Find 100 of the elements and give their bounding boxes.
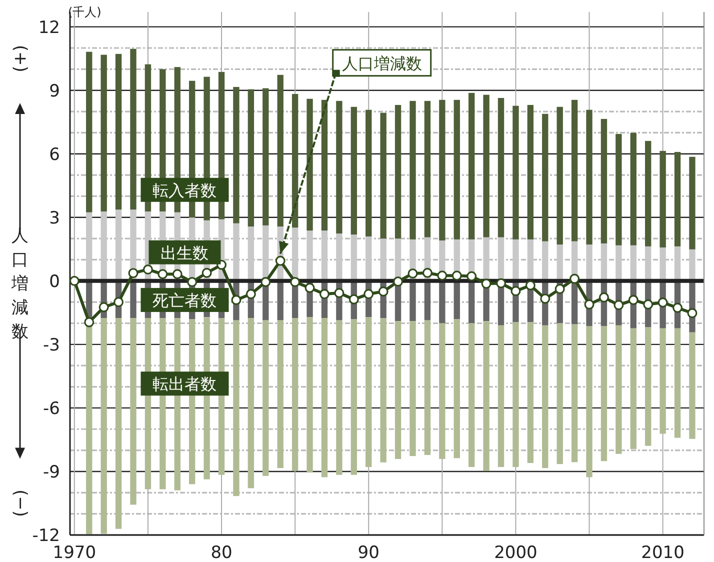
point [364, 289, 374, 300]
x-tick-label: 2000 [494, 543, 538, 562]
bar [571, 280, 578, 324]
point [158, 269, 168, 280]
bar [454, 100, 460, 240]
bar [512, 322, 519, 468]
point [481, 278, 492, 289]
point [114, 297, 124, 308]
bar [100, 54, 107, 212]
point [614, 300, 624, 310]
y-tick-label: 6 [49, 144, 60, 165]
bar [410, 100, 416, 240]
point [187, 276, 198, 287]
y-tick-label: -6 [43, 398, 60, 419]
bar [394, 104, 402, 239]
bar [100, 211, 107, 281]
point [687, 308, 698, 318]
bar [321, 318, 328, 478]
bar [115, 54, 122, 210]
bar [586, 110, 592, 244]
bar [262, 320, 269, 476]
point [510, 286, 521, 296]
bar [498, 325, 504, 468]
bar [616, 245, 622, 281]
legend-label: 人口増減数 [342, 54, 422, 73]
point [437, 270, 448, 281]
bar [380, 112, 386, 239]
series-label: 死亡者数 [140, 288, 229, 312]
bar [100, 318, 107, 534]
series-label: 転出者数 [152, 374, 217, 394]
bar [600, 118, 608, 244]
bar [660, 150, 666, 248]
bar [380, 318, 386, 462]
bar [571, 100, 578, 242]
bar [350, 319, 357, 475]
bar [424, 100, 431, 238]
bar [483, 321, 490, 472]
bar [248, 89, 254, 226]
bar [660, 328, 666, 434]
text: (+) [10, 44, 30, 72]
bar [292, 318, 298, 472]
point [643, 299, 654, 310]
x-tick-label: 2010 [641, 543, 684, 562]
point [584, 299, 594, 310]
bar [115, 318, 122, 529]
y-tick-label: 3 [49, 208, 60, 228]
bar [86, 52, 92, 212]
bar [542, 241, 548, 281]
y-tick-label: -3 [43, 335, 60, 356]
bar [600, 326, 608, 462]
bar [380, 238, 386, 281]
bar [674, 152, 681, 246]
bar [645, 246, 652, 281]
bar [556, 106, 563, 244]
bar [689, 156, 696, 250]
series-label: 転出者数 [140, 372, 229, 396]
bar [454, 280, 460, 320]
point [422, 268, 432, 278]
bar [542, 114, 548, 242]
point [304, 282, 315, 293]
point [231, 294, 242, 305]
bar [350, 106, 357, 235]
series-label: 出生数 [148, 240, 221, 264]
bar [630, 245, 636, 281]
point [452, 270, 462, 281]
bar [424, 280, 431, 320]
bar [468, 323, 475, 468]
bar [600, 243, 608, 281]
bar [689, 249, 696, 281]
bar [616, 134, 622, 246]
bar [645, 327, 652, 446]
bar [277, 280, 284, 320]
bar [689, 332, 696, 439]
bar [498, 98, 504, 238]
point [246, 289, 256, 300]
bar [439, 280, 446, 324]
bar [424, 320, 431, 455]
bar [483, 237, 490, 281]
point [290, 276, 300, 287]
point [628, 294, 638, 305]
bar [233, 223, 240, 281]
bar [233, 320, 240, 496]
point [348, 294, 359, 304]
bar [130, 280, 136, 318]
y-tick-label: 9 [49, 81, 60, 102]
bar [86, 212, 92, 281]
point [172, 269, 182, 280]
bar [115, 210, 122, 281]
bar [248, 318, 254, 488]
bar [336, 233, 342, 281]
bar [366, 236, 372, 281]
text: (−) [10, 489, 30, 517]
point [378, 286, 388, 296]
point [84, 317, 94, 328]
bar [130, 48, 136, 210]
bar [616, 325, 622, 454]
bar [527, 322, 534, 464]
bar [248, 226, 254, 281]
point [525, 280, 536, 290]
bar [586, 244, 592, 281]
